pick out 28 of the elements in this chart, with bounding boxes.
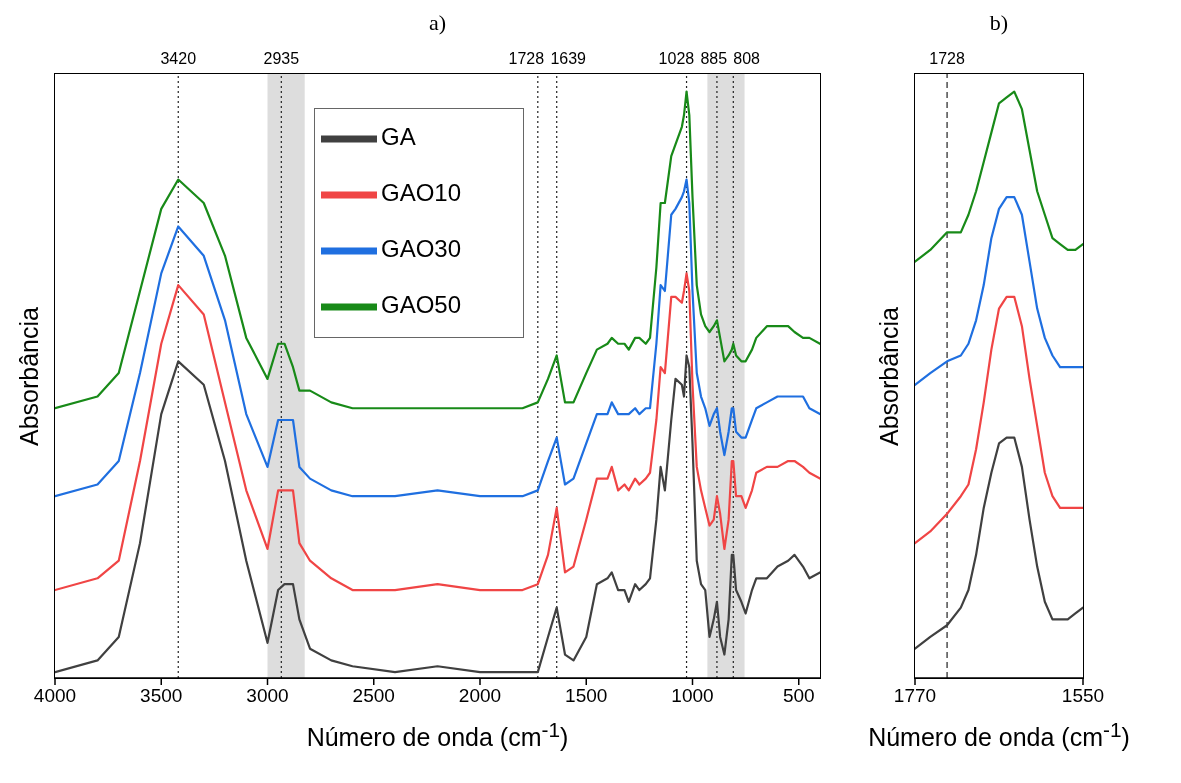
x-tick-label: 2500 bbox=[352, 685, 395, 707]
x-tick-label: 1000 bbox=[671, 685, 714, 707]
x-tick-label: 2000 bbox=[458, 685, 502, 707]
x-tick-label: 3000 bbox=[246, 685, 289, 707]
x-tick-label: 1770 bbox=[893, 685, 937, 707]
x-axis-title: Número de onda (cm$^{-1}$) bbox=[867, 718, 1131, 753]
legend-label: GA bbox=[381, 122, 416, 150]
ref-line-label: 885 bbox=[700, 50, 728, 67]
ref-line-label: 2935 bbox=[263, 50, 300, 67]
legend-label: GAO10 bbox=[381, 178, 462, 206]
y-axis-title: Absorbância bbox=[874, 306, 904, 446]
ref-line-label: 808 bbox=[733, 50, 761, 67]
x-tick-label: 4000 bbox=[33, 685, 77, 707]
x-tick-label: 1500 bbox=[565, 685, 608, 707]
ref-line-label: 1728 bbox=[929, 50, 965, 67]
chart-title: a) bbox=[427, 9, 448, 37]
x-tick-label: 1550 bbox=[1061, 685, 1105, 707]
legend-label: GAO50 bbox=[381, 290, 462, 318]
chart-title: b) bbox=[988, 9, 1010, 37]
ref-line-label: 3420 bbox=[160, 50, 197, 67]
ref-line-label: 1728 bbox=[508, 50, 545, 67]
ref-line-label: 1639 bbox=[550, 50, 587, 67]
y-axis-title: Absorbância bbox=[14, 306, 44, 446]
x-tick-label: 3500 bbox=[140, 685, 183, 707]
ref-line-label: 1028 bbox=[658, 50, 695, 67]
x-tick-label: 500 bbox=[782, 685, 815, 707]
legend-label: GAO30 bbox=[381, 234, 462, 262]
x-axis-title: Número de onda (cm$^{-1}$) bbox=[305, 718, 570, 753]
